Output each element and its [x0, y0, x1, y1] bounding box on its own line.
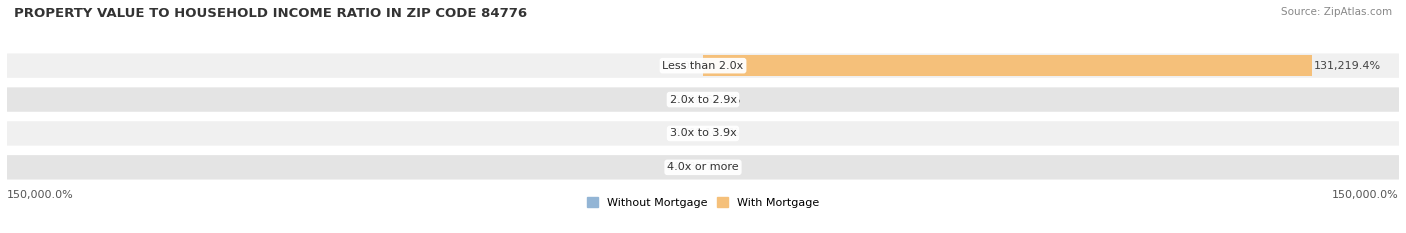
Text: 7.5%: 7.5% — [706, 162, 734, 172]
FancyBboxPatch shape — [7, 53, 1399, 78]
Text: 14.9%: 14.9% — [706, 128, 741, 138]
Text: 74.4%: 74.4% — [665, 162, 700, 172]
FancyBboxPatch shape — [7, 155, 1399, 180]
Text: 3.0x to 3.9x: 3.0x to 3.9x — [669, 128, 737, 138]
Text: 4.0x or more: 4.0x or more — [668, 162, 738, 172]
Text: PROPERTY VALUE TO HOUSEHOLD INCOME RATIO IN ZIP CODE 84776: PROPERTY VALUE TO HOUSEHOLD INCOME RATIO… — [14, 7, 527, 20]
Text: 131,219.4%: 131,219.4% — [1315, 61, 1381, 71]
Text: 2.0x to 2.9x: 2.0x to 2.9x — [669, 95, 737, 105]
Text: 150,000.0%: 150,000.0% — [1333, 190, 1399, 200]
Text: Source: ZipAtlas.com: Source: ZipAtlas.com — [1281, 7, 1392, 17]
Text: 8.0%: 8.0% — [672, 128, 700, 138]
Text: 52.2%: 52.2% — [706, 95, 741, 105]
Text: 12.0%: 12.0% — [665, 61, 700, 71]
Bar — [703, 55, 1312, 76]
Text: 5.6%: 5.6% — [672, 95, 700, 105]
Text: 150,000.0%: 150,000.0% — [7, 190, 73, 200]
Text: Less than 2.0x: Less than 2.0x — [662, 61, 744, 71]
FancyBboxPatch shape — [7, 87, 1399, 112]
FancyBboxPatch shape — [7, 121, 1399, 146]
Legend: Without Mortgage, With Mortgage: Without Mortgage, With Mortgage — [582, 193, 824, 212]
